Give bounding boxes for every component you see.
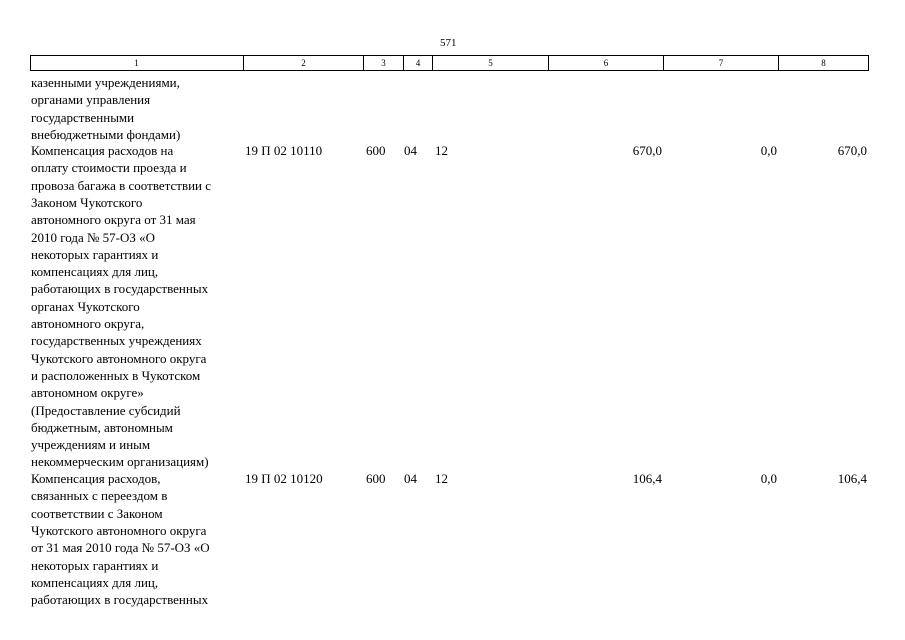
row-label-line: (Предоставление субсидий (31, 402, 181, 418)
cell: 600 (366, 143, 386, 158)
row-label-line: компенсациях для лиц, (31, 264, 159, 280)
row-label-line: и расположенных в Чукотском (31, 367, 201, 383)
row-label-line: учреждениям и иным (31, 437, 151, 453)
row-label-line: некоторых гарантиях и (31, 557, 159, 573)
row-label-line: казенными учреждениями, (31, 75, 180, 90)
cell: 19 П 02 10110 (245, 143, 323, 158)
row-label-line: связанных с переездом в (31, 488, 168, 504)
row-label-line: Компенсация расходов на (31, 143, 174, 158)
row-label-line: работающих в государственных (31, 592, 209, 608)
row-label-line: автономного округа от 31 мая (31, 212, 196, 228)
cell: 106,4 (632, 471, 662, 486)
row-label-line: Чукотского автономного округа (31, 522, 207, 538)
cell: 12 (435, 471, 448, 486)
row-label-line: бюджетным, автономным (31, 419, 173, 435)
cell: 04 (404, 143, 417, 158)
row-label-line: автономном округе» (31, 385, 144, 401)
cell: 670,0 (837, 143, 867, 158)
row-label-line: провоза багажа в соответствии с (31, 177, 212, 193)
row-label-line: органами управления (31, 92, 151, 108)
row-label-line: компенсациях для лиц, (31, 574, 159, 590)
cell: 12 (435, 143, 448, 158)
header-cell: 4 (403, 56, 432, 70)
row-label-line: Чукотского автономного округа (31, 350, 207, 366)
cell: 106,4 (837, 471, 867, 486)
header-cell: 1 (134, 58, 139, 68)
row-label-line: Компенсация расходов, (31, 471, 161, 486)
row-label-line: Законом Чукотского (31, 194, 143, 210)
row-label-line: государственных учреждениях (31, 333, 202, 349)
header-cell: 6 (548, 56, 663, 70)
row-label-line: некоммерческим организациям) (31, 454, 209, 470)
row-label-line: автономного округа, (31, 316, 145, 331)
page-number: 571 (440, 37, 457, 49)
cell: 19 П 02 10120 (245, 471, 323, 486)
row-label-line: работающих в государственных (31, 281, 209, 297)
header-cell: 7 (663, 56, 778, 70)
header-cell: 5 (432, 56, 548, 70)
cell: 0,0 (760, 143, 777, 158)
cell: 600 (366, 471, 386, 486)
row-label-line: соответствии с Законом (31, 505, 163, 521)
header-cell: 2 (243, 56, 363, 70)
header-cell: 3 (363, 56, 403, 70)
cell: 04 (404, 471, 417, 486)
row-label-line: оплату стоимости проезда и (31, 160, 187, 176)
row-label-line: органах Чукотского (31, 298, 140, 314)
row-label-line: государственными (31, 109, 135, 125)
row-label-line: внебюджетными фондами) (31, 126, 181, 142)
row-label-line: от 31 мая 2010 года № 57-ОЗ «О (31, 540, 210, 556)
cell: 670,0 (632, 143, 662, 158)
row-label-line: 2010 года № 57-ОЗ «О (31, 229, 156, 245)
cell: 0,0 (760, 471, 777, 486)
row-label-line: некоторых гарантиях и (31, 246, 159, 262)
header-cell: 8 (778, 56, 868, 70)
table-header (30, 55, 869, 71)
